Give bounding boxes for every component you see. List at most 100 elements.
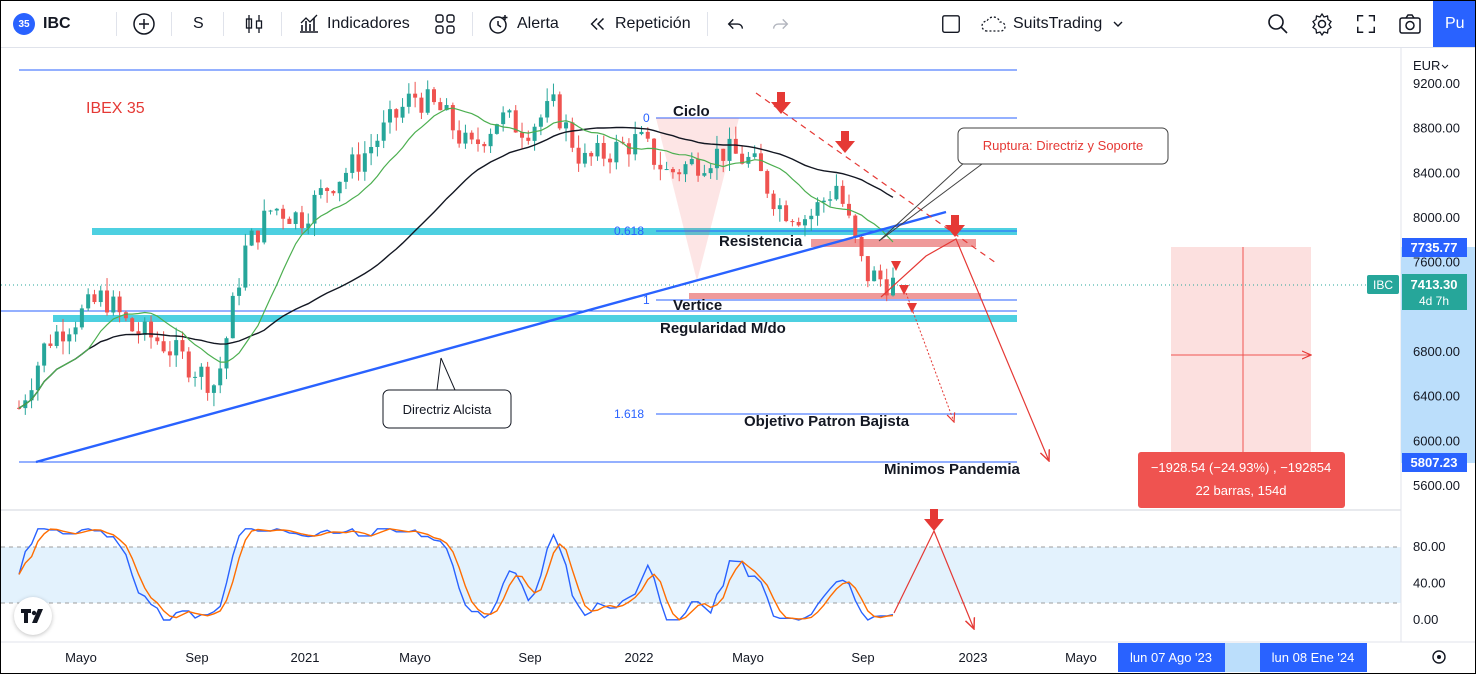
candle-body (633, 134, 638, 155)
price-label-target-text: 5807.23 (1411, 455, 1458, 470)
undo-icon (727, 18, 744, 30)
candle-body (362, 153, 367, 172)
candle-body (155, 337, 160, 342)
instrument-label: IBEX 35 (86, 100, 145, 117)
replay-icon (590, 17, 605, 31)
candle-body (413, 93, 418, 98)
interval-button[interactable]: S (193, 1, 204, 47)
y-tick-label: 8000.00 (1413, 210, 1460, 225)
measure-line2: 22 barras, 154d (1195, 483, 1286, 498)
publish-button[interactable]: Pu (1433, 1, 1475, 47)
candle-body (872, 270, 877, 282)
ma-fast-line (18, 107, 894, 409)
candle-body (287, 218, 292, 224)
candle-body (614, 141, 619, 163)
ruptura-callout-text: Ruptura: Directriz y Soporte (983, 138, 1143, 153)
candle-body (513, 110, 518, 133)
candle-body (507, 110, 512, 113)
symbol-search-button[interactable]: 35 IBC (13, 1, 71, 47)
undo-button[interactable] (725, 1, 747, 47)
stoch-projection (893, 529, 974, 629)
candle-body (765, 171, 770, 194)
currency-label[interactable]: EUR (1413, 58, 1440, 73)
candle-body (438, 102, 443, 111)
candle-body (394, 109, 399, 118)
candle-body (35, 365, 40, 391)
measure-line1: −1928.54 (−24.93%) , −192854 (1151, 460, 1331, 475)
arrow-down-stoch (924, 509, 944, 531)
search-button[interactable] (1266, 1, 1290, 47)
candle-body (42, 343, 47, 366)
scale-settings-button[interactable] (1432, 650, 1446, 664)
candle-body (387, 109, 392, 123)
y-tick-label: 7600.00 (1413, 255, 1460, 270)
tradingview-logo-icon[interactable] (14, 597, 52, 635)
x-tick-label: Sep (851, 650, 874, 665)
time-scale[interactable]: Mayo Sep 2021 Mayo Sep 2022 Mayo Sep 2023 Mayo (65, 650, 1097, 665)
y-tick-label: 9200.00 (1413, 76, 1460, 91)
candle-body (740, 153, 745, 164)
price-label-resistance-text: 7735.77 (1411, 240, 1458, 255)
candle-body (117, 296, 122, 313)
layout-button[interactable] (940, 1, 962, 47)
candle-body (608, 158, 613, 163)
settings-button[interactable] (1310, 1, 1334, 47)
add-symbol-icon (133, 13, 155, 35)
candle-body (98, 290, 103, 303)
y-tick-label: 6000.00 (1413, 433, 1460, 448)
candle-body (476, 139, 481, 145)
layout-name-button[interactable]: SuitsTrading (980, 1, 1124, 47)
candle-body (853, 215, 858, 238)
templates-button[interactable] (433, 1, 457, 47)
candle-body (350, 154, 355, 173)
gear-icon (1312, 12, 1332, 36)
replay-button[interactable]: Repetición (587, 1, 691, 47)
candle-body (815, 202, 820, 216)
chart-type-button[interactable] (242, 1, 266, 47)
ruptura-callout (957, 127, 1169, 165)
candle-body (733, 138, 738, 154)
candle-body (727, 138, 732, 161)
candle-body (601, 142, 606, 159)
arrow-down-2 (835, 131, 855, 153)
candle-body (105, 290, 110, 313)
candle-body (136, 331, 141, 335)
candle-body (664, 169, 669, 171)
currency-chevron-icon (1441, 64, 1449, 69)
candle-body (343, 172, 348, 182)
fib-label-0618: 0.618 (614, 224, 644, 238)
add-symbol-button[interactable] (132, 1, 156, 47)
date-badge-2-text: lun 08 Ene '24 (1272, 650, 1355, 665)
indicators-button[interactable]: Indicadores (297, 1, 410, 47)
screenshot-button[interactable] (1398, 1, 1422, 47)
date-badge-1-text: lun 07 Ago '23 (1130, 650, 1212, 665)
candle-body (652, 138, 657, 165)
label-objetivo: Objetivo Patron Bajista (744, 413, 910, 430)
price-scale[interactable]: 9200.00 8800.00 8400.00 8000.00 7600.00 6800.… (1413, 76, 1460, 493)
trendline-uptrend (35, 210, 947, 464)
search-icon (1268, 14, 1288, 34)
fullscreen-button[interactable] (1355, 1, 1377, 47)
candle-body (67, 334, 72, 342)
arrow-down-small-1 (891, 261, 901, 271)
candle-body (237, 287, 242, 296)
redo-button[interactable] (769, 1, 791, 47)
candle-body (331, 190, 336, 194)
arrow-down-small-3 (907, 303, 917, 313)
resistance-rect (811, 239, 976, 247)
oscillator-scale[interactable]: 80.00 40.00 0.00 (1413, 539, 1446, 627)
label-minimos: Minimos Pandemia (884, 461, 1021, 478)
candle-body (576, 147, 581, 164)
alert-button[interactable]: Alerta (487, 1, 559, 47)
candle-body (262, 210, 267, 243)
label-ciclo: Ciclo (673, 103, 710, 120)
candle-body (337, 181, 342, 194)
ma-slow-line (18, 126, 894, 409)
candle-body (696, 159, 701, 176)
x-tick-label: 2021 (291, 650, 320, 665)
x-tick-label: Mayo (65, 650, 97, 665)
y-tick-label: 8400.00 (1413, 165, 1460, 180)
price-label-current: IBC 7413.30 4d 7h (1367, 274, 1467, 310)
